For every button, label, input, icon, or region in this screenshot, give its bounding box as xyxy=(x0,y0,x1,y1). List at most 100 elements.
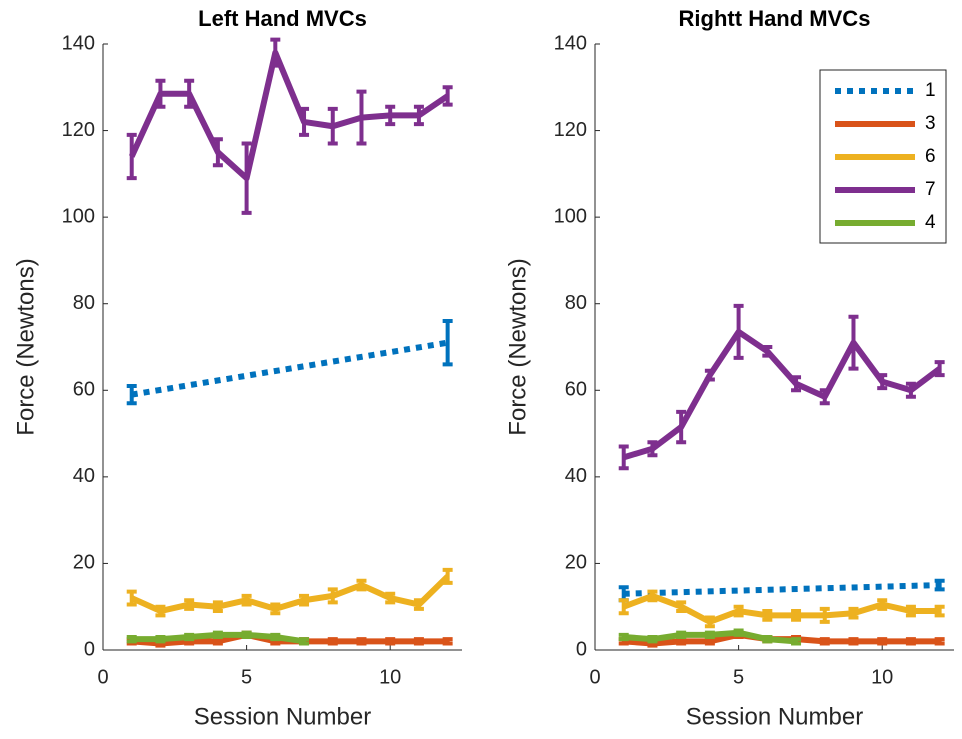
error-bar xyxy=(762,345,773,358)
error-bar xyxy=(356,578,367,592)
error-bar xyxy=(819,637,830,646)
error-bar xyxy=(385,591,396,605)
x-tick-label: 10 xyxy=(871,666,893,688)
y-tick-label: 20 xyxy=(73,552,95,574)
error-bar xyxy=(877,637,888,646)
y-tick-label: 100 xyxy=(62,205,95,227)
y-tick-label: 40 xyxy=(565,465,587,487)
error-bar xyxy=(327,587,338,605)
error-bar xyxy=(618,632,629,642)
error-bar xyxy=(126,132,137,181)
error-bar xyxy=(212,137,223,168)
error-bar xyxy=(126,383,137,406)
x-tick-label: 0 xyxy=(589,666,600,688)
error-bar xyxy=(905,381,916,399)
error-bar xyxy=(442,637,453,646)
error-bar xyxy=(270,602,281,616)
error-bar xyxy=(762,609,773,622)
error-bar xyxy=(413,104,424,127)
legend-label: 6 xyxy=(925,146,936,167)
series-line xyxy=(128,49,450,182)
series-line xyxy=(622,328,942,461)
y-tick-label: 100 xyxy=(554,205,587,227)
error-bar xyxy=(848,637,859,646)
error-bar xyxy=(676,630,687,640)
x-tick-label: 5 xyxy=(733,666,744,688)
error-bar xyxy=(212,630,223,640)
error-bar xyxy=(442,567,453,585)
legend-label: 4 xyxy=(925,212,936,233)
error-bar xyxy=(905,637,916,646)
x-axis-label: Session Number xyxy=(194,703,371,730)
error-bar xyxy=(385,637,396,646)
error-bar xyxy=(733,604,744,618)
error-bar xyxy=(618,444,629,471)
error-bar xyxy=(241,593,252,607)
y-tick-label: 60 xyxy=(73,379,95,401)
error-bar xyxy=(270,632,281,642)
error-bar xyxy=(704,368,715,382)
chart-title: Rightt Hand MVCs xyxy=(679,6,871,31)
y-tick-label: 120 xyxy=(554,119,587,141)
error-bar xyxy=(762,635,773,644)
error-bar xyxy=(184,598,195,611)
error-bar xyxy=(270,37,281,68)
error-bar xyxy=(356,637,367,646)
error-bar xyxy=(647,440,658,458)
error-bar xyxy=(791,637,802,646)
y-tick-label: 0 xyxy=(84,638,95,660)
error-bar xyxy=(212,600,223,614)
legend-label: 7 xyxy=(925,179,936,200)
error-bar xyxy=(848,314,859,371)
error-bar xyxy=(934,578,945,592)
error-bar xyxy=(704,615,715,629)
error-bar xyxy=(327,106,338,146)
error-bar xyxy=(905,604,916,618)
y-tick-label: 20 xyxy=(565,552,587,574)
error-bar xyxy=(877,373,888,391)
y-axis-label: Force (Newtons) xyxy=(504,258,531,435)
error-bar xyxy=(413,637,424,646)
error-bar xyxy=(934,604,945,618)
error-bar xyxy=(212,637,223,646)
error-bar xyxy=(791,609,802,622)
legend-label: 3 xyxy=(925,113,936,134)
y-axis-label: Force (Newtons) xyxy=(12,258,39,435)
error-bar xyxy=(819,606,830,624)
error-bar xyxy=(241,630,252,640)
error-bar xyxy=(704,630,715,640)
error-bar xyxy=(155,635,166,644)
y-tick-label: 40 xyxy=(73,465,95,487)
error-bar xyxy=(126,589,137,607)
error-bar xyxy=(934,637,945,646)
error-bar xyxy=(155,604,166,618)
y-tick-label: 140 xyxy=(554,32,587,54)
error-bar xyxy=(733,303,744,360)
series-line xyxy=(623,582,940,597)
error-bar xyxy=(299,106,310,137)
error-bar xyxy=(676,409,687,445)
error-bar xyxy=(442,85,453,107)
chart-title: Left Hand MVCs xyxy=(198,6,367,31)
error-bar xyxy=(618,598,629,616)
error-bar xyxy=(791,375,802,393)
error-bar xyxy=(126,635,137,644)
error-bar xyxy=(442,319,453,367)
error-bar xyxy=(704,637,715,646)
series-line xyxy=(130,574,450,615)
error-bar xyxy=(184,632,195,642)
x-tick-label: 5 xyxy=(241,666,252,688)
series-line xyxy=(131,339,449,398)
error-bar xyxy=(877,598,888,611)
error-bar xyxy=(413,598,424,611)
error-bar xyxy=(676,637,687,646)
error-bar xyxy=(848,606,859,620)
y-tick-label: 80 xyxy=(565,292,587,314)
error-bar xyxy=(676,600,687,614)
error-bar xyxy=(934,360,945,378)
error-bar xyxy=(356,89,367,146)
y-tick-label: 140 xyxy=(62,32,95,54)
error-bar xyxy=(819,388,830,406)
